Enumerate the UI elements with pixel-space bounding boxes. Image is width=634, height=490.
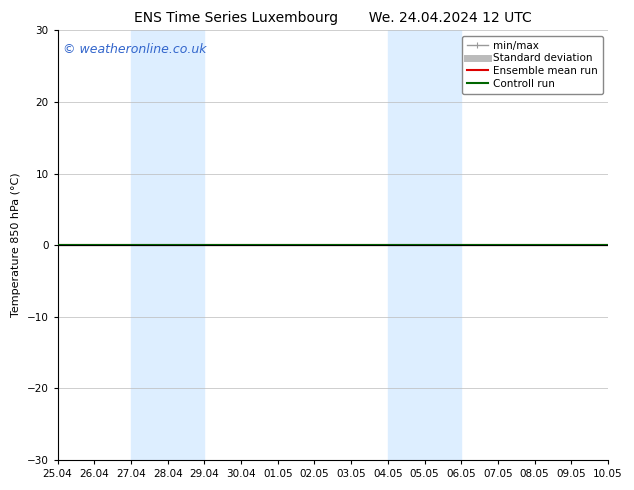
Title: ENS Time Series Luxembourg       We. 24.04.2024 12 UTC: ENS Time Series Luxembourg We. 24.04.202…	[134, 11, 532, 25]
Text: © weatheronline.co.uk: © weatheronline.co.uk	[63, 43, 207, 56]
Legend: min/max, Standard deviation, Ensemble mean run, Controll run: min/max, Standard deviation, Ensemble me…	[462, 36, 603, 94]
Bar	[131, 30, 204, 460]
Bar	[388, 30, 462, 460]
Y-axis label: Temperature 850 hPa (°C): Temperature 850 hPa (°C)	[11, 173, 21, 318]
